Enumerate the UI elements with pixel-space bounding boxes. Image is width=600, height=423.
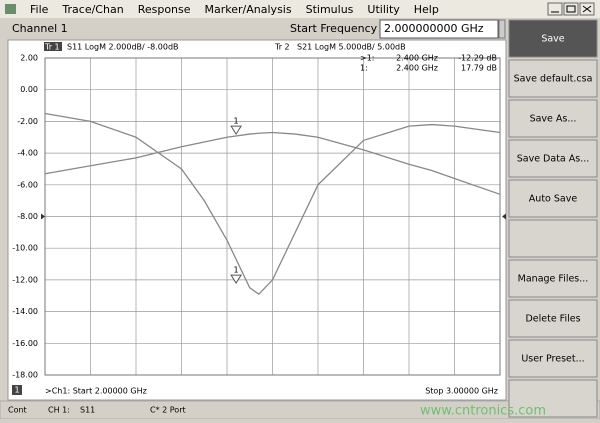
menu-item[interactable]: Marker/Analysis	[205, 3, 292, 16]
softkey-frame[interactable]	[508, 259, 598, 298]
menu-item[interactable]: Utility	[367, 3, 400, 16]
trace-info: S21 LogM 5.000dB/ 5.00dB	[297, 43, 406, 52]
menu-item[interactable]: Trace/Chan	[61, 3, 123, 16]
softkey-frame	[508, 379, 598, 418]
y-tick-label: -10.00	[12, 244, 38, 253]
channel-label: Channel 1	[12, 22, 68, 35]
softkey-label[interactable]: Save	[541, 34, 564, 45]
softkey-label[interactable]: User Preset...	[521, 354, 584, 365]
y-tick-label: -8.00	[17, 212, 38, 221]
start-label: >Ch1: Start 2.00000 GHz	[45, 387, 147, 396]
y-tick-label: -4.00	[17, 149, 38, 158]
softkey-frame	[508, 219, 598, 258]
marker-label: 1	[234, 117, 239, 126]
menu-item[interactable]: File	[30, 3, 49, 16]
marker-readout: 17.79 dB	[461, 64, 497, 73]
softkey-frame[interactable]	[508, 179, 598, 218]
app-icon	[5, 4, 16, 14]
menu-item[interactable]: Stimulus	[306, 3, 354, 16]
softkey-frame[interactable]	[508, 339, 598, 378]
y-tick-label: 0.00	[20, 85, 38, 94]
status-field: Cont	[8, 406, 27, 415]
channel-num: 1	[14, 386, 19, 395]
softkey-label[interactable]: Save As...	[530, 114, 577, 125]
watermark: www.cntronics.com	[420, 404, 546, 419]
y-tick-label: -16.00	[12, 339, 38, 348]
reference-arrow	[502, 213, 506, 220]
plot-panel	[7, 39, 507, 401]
softkey-frame[interactable]	[508, 99, 598, 138]
channel-num-bg	[12, 385, 22, 395]
softkey-frame[interactable]	[508, 59, 598, 98]
marker-triangle	[230, 274, 243, 285]
status-field: S11	[80, 406, 95, 415]
stop-label: Stop 3.00000 GHz	[425, 387, 498, 396]
marker-readout: -12.29 dB	[458, 54, 497, 63]
menu-item[interactable]: Response	[138, 3, 191, 16]
marker-readout: >1:	[360, 54, 375, 63]
softkey-label[interactable]: Manage Files...	[518, 274, 589, 285]
close-glyph	[582, 5, 592, 13]
status-field: CH 1:	[48, 406, 70, 415]
marker-readout: 2.400 GHz	[396, 64, 438, 73]
menu-bar	[0, 0, 600, 18]
y-tick-label: -18.00	[12, 371, 38, 380]
marker-readout: 1:	[360, 64, 368, 73]
spinner[interactable]	[498, 19, 506, 39]
y-tick-label: -2.00	[17, 117, 38, 126]
minimize[interactable]	[547, 2, 563, 16]
trace-info: S11 LogM 2.000dB/ -8.00dB	[67, 43, 179, 52]
trace-line	[44, 112, 501, 296]
y-tick-label: -6.00	[17, 180, 38, 189]
softkey-frame[interactable]	[508, 139, 598, 178]
trace-tag: Tr 2	[274, 43, 290, 52]
restore[interactable]	[563, 2, 579, 16]
softkey-frame[interactable]	[508, 299, 598, 338]
window-controls[interactable]	[547, 2, 595, 16]
softkey-label[interactable]: Delete Files	[525, 314, 580, 325]
field-label: Start Frequency	[290, 22, 378, 35]
input-box[interactable]	[379, 19, 499, 39]
marker-readout: 2.400 GHz	[396, 54, 438, 63]
y-tick-label: -12.00	[12, 275, 38, 284]
reference-arrow	[41, 213, 45, 220]
trace-tag-bg	[274, 42, 292, 51]
trace-tag: Tr 1	[44, 43, 60, 52]
y-tick-label: 2.00	[20, 54, 38, 63]
menu-item[interactable]: Help	[414, 3, 439, 16]
marker-label: 1	[234, 266, 239, 275]
status-field: C* 2 Port	[150, 406, 186, 415]
softkey-label[interactable]: Save Data As...	[517, 154, 590, 165]
trace-line	[44, 131, 501, 195]
softkey-label[interactable]: Auto Save	[529, 194, 578, 205]
softkey-label[interactable]: Save default.csa	[514, 74, 593, 85]
trace-tag-bg	[44, 42, 62, 51]
softkey-frame[interactable]	[508, 19, 598, 58]
input-value[interactable]: 2.000000000 GHz	[384, 22, 484, 35]
marker-triangle	[230, 125, 243, 136]
y-tick-label: -14.00	[12, 307, 38, 316]
restore-glyph	[566, 5, 576, 13]
